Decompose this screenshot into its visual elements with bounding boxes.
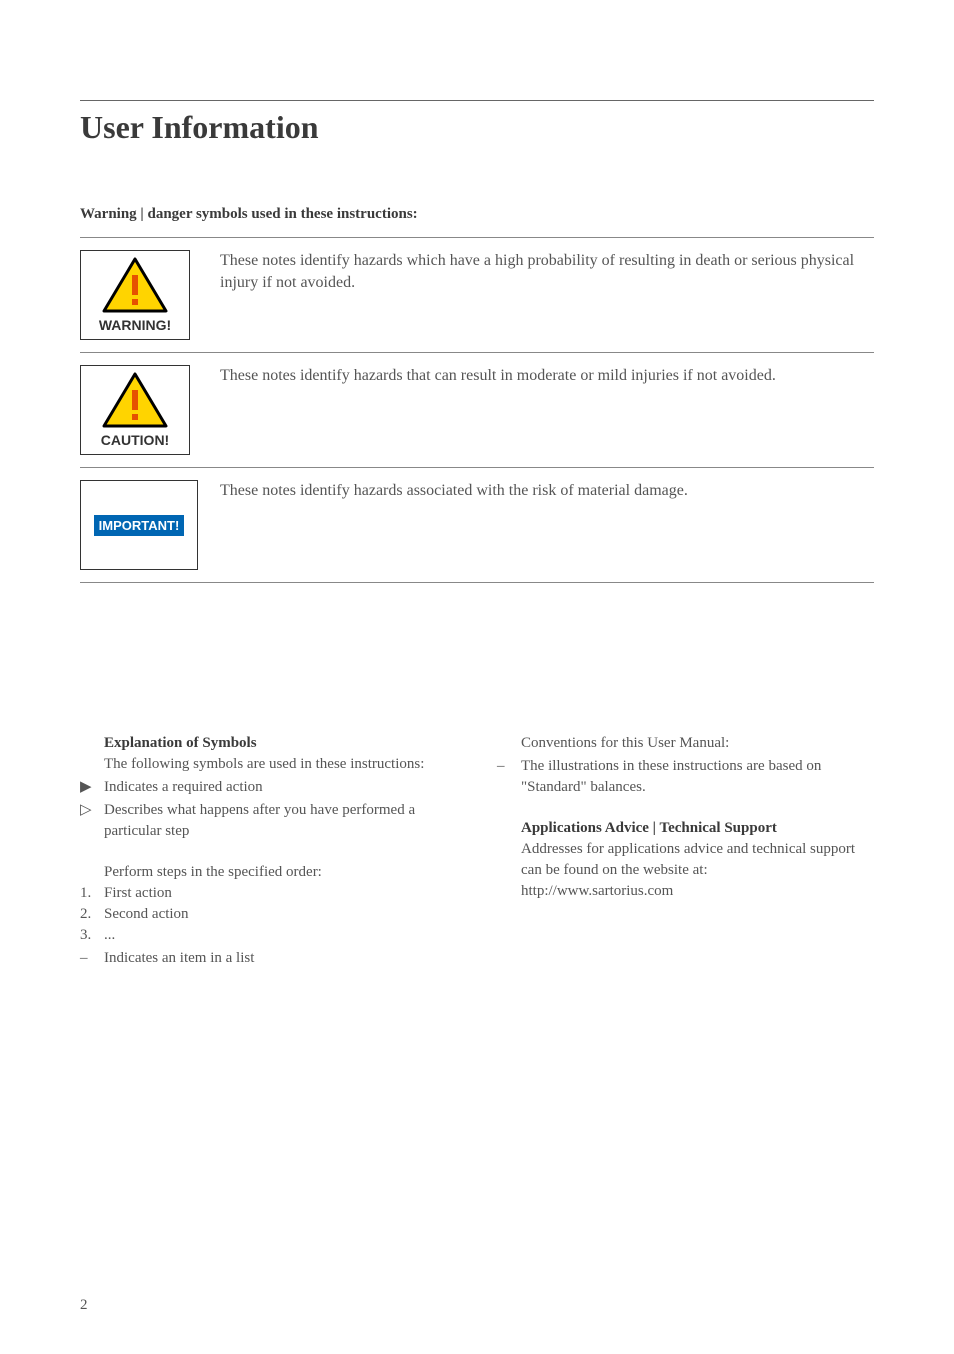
filled-triangle-icon: ▶ xyxy=(80,777,104,798)
content-columns: Explanation of Symbols The following sym… xyxy=(80,733,874,971)
hazard-row-caution: CAUTION! These notes identify hazards th… xyxy=(80,353,874,468)
hazard-table: WARNING! These notes identify hazards wh… xyxy=(80,237,874,583)
important-icon-box: IMPORTANT! xyxy=(80,480,198,570)
step-1-text: First action xyxy=(104,883,172,904)
step-2-text: Second action xyxy=(104,904,189,925)
caution-icon-box: CAUTION! xyxy=(80,365,190,455)
important-icon-label: IMPORTANT! xyxy=(94,515,185,536)
step-3-text: ... xyxy=(104,925,115,946)
applications-url: http://www.sartorius.com xyxy=(521,881,874,902)
applications-heading: Applications Advice | Technical Support xyxy=(521,818,874,839)
step-2: 2. Second action xyxy=(80,904,457,925)
conventions-item-text: The illustrations in these instructions … xyxy=(521,756,874,798)
caution-triangle-icon xyxy=(101,372,169,430)
symbol-item-result-text: Describes what happens after you have pe… xyxy=(104,800,457,842)
symbol-item-required: ▶ Indicates a required action xyxy=(80,777,457,798)
symbol-item-result: ▷ Describes what happens after you have … xyxy=(80,800,457,842)
step-1: 1. First action xyxy=(80,883,457,904)
page-number: 2 xyxy=(80,1297,88,1314)
dash-item-text: Indicates an item in a list xyxy=(104,948,457,969)
symbol-item-required-text: Indicates a required action xyxy=(104,777,457,798)
warning-icon-box: WARNING! xyxy=(80,250,190,340)
dash-marker-icon: – xyxy=(497,756,521,777)
symbols-heading: Explanation of Symbols xyxy=(104,733,457,754)
conventions-item: – The illustrations in these instruction… xyxy=(497,756,874,798)
warning-triangle-icon xyxy=(101,257,169,315)
warning-text: These notes identify hazards which have … xyxy=(210,238,874,353)
warning-section-heading: Warning | danger symbols used in these i… xyxy=(80,206,874,223)
outline-triangle-icon: ▷ xyxy=(80,800,104,821)
important-text: These notes identify hazards associated … xyxy=(210,468,874,583)
page-title: User Information xyxy=(80,100,874,146)
step-2-num: 2. xyxy=(80,904,104,925)
warning-icon-label: WARNING! xyxy=(99,317,171,333)
caution-icon-label: CAUTION! xyxy=(101,432,169,448)
symbols-intro: The following symbols are used in these … xyxy=(104,754,457,775)
left-column: Explanation of Symbols The following sym… xyxy=(80,733,457,971)
hazard-row-warning: WARNING! These notes identify hazards wh… xyxy=(80,238,874,353)
caution-text: These notes identify hazards that can re… xyxy=(210,353,874,468)
step-1-num: 1. xyxy=(80,883,104,904)
applications-text: Addresses for applications advice and te… xyxy=(521,839,874,881)
dash-item: – Indicates an item in a list xyxy=(80,948,457,969)
hazard-row-important: IMPORTANT! These notes identify hazards … xyxy=(80,468,874,583)
steps-intro: Perform steps in the specified order: xyxy=(80,862,457,883)
step-3: 3. ... xyxy=(80,925,457,946)
conventions-intro: Conventions for this User Manual: xyxy=(497,733,874,754)
step-3-num: 3. xyxy=(80,925,104,946)
right-column: Conventions for this User Manual: – The … xyxy=(497,733,874,971)
dash-marker-icon: – xyxy=(80,948,104,969)
